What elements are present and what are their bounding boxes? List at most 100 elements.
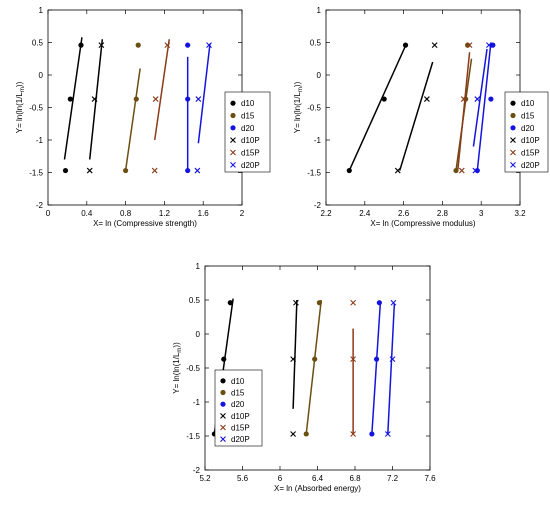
data-point-d20 <box>490 42 496 48</box>
y-axis-label: Y= ln(ln(1/Lm)) <box>293 81 304 133</box>
data-point-d15 <box>312 356 318 362</box>
series-d20P <box>472 42 492 174</box>
legend-item-d10P: d10P <box>230 136 260 145</box>
fit-line-d20 <box>371 303 382 435</box>
chart-absorbed-energy: 5.2 5.6 6 6.4 6.8 7.2 7.6 -2 -1.5 -1 -0.5 0 0.5 1 X= l… <box>172 262 436 493</box>
fit-line-d10P <box>399 61 434 171</box>
legend-item-d15: d15 <box>510 112 535 121</box>
data-point-d20 <box>373 356 380 362</box>
data-point-d10 <box>78 42 84 48</box>
data-point-d10P <box>98 42 105 48</box>
legend-marker-x <box>220 424 226 431</box>
data-point-d15P <box>151 167 158 174</box>
data-point-d10P <box>293 299 299 306</box>
x-tick-label: 1.2 <box>159 209 171 218</box>
plot-frame <box>325 9 521 206</box>
legend-item-d20: d20 <box>510 124 535 133</box>
legend-label: d20 <box>241 124 255 133</box>
legend-marker-dot <box>230 112 236 119</box>
legend-label: d20P <box>241 161 260 170</box>
x-tick-label: 1.6 <box>198 209 210 218</box>
legend-label: d20 <box>521 124 535 133</box>
legend-item-d15: d15 <box>220 389 245 398</box>
series-d10P <box>290 299 299 437</box>
legend-marker-dot <box>510 100 516 106</box>
fit-line-d20P <box>387 303 396 434</box>
y-tick-label: -0.5 <box>186 364 200 373</box>
data-point-d20 <box>185 167 191 174</box>
y-tick-label: 1 <box>196 262 201 271</box>
x-tick-label: 3.2 <box>514 209 526 218</box>
fit-line-d15P <box>153 39 170 141</box>
fit-line-d20P <box>197 43 211 144</box>
y-axis-label: Y= ln(ln(1/Lm)) <box>15 81 26 133</box>
x-tick-label: 0.4 <box>81 209 93 218</box>
series-d10P <box>394 42 438 174</box>
series-d10P <box>86 39 105 174</box>
legend-marker-x <box>220 436 226 443</box>
x-tick-label: 2.8 <box>437 209 449 218</box>
legend-marker-x <box>220 412 226 419</box>
y-tick-label: 0 <box>196 330 201 339</box>
legend-item-d10: d10 <box>230 99 255 108</box>
series-d20 <box>369 300 382 437</box>
y-axis-label-end: )) <box>15 81 24 87</box>
legend-label: d10P <box>521 136 540 145</box>
legend-item-d15P: d15P <box>230 149 260 158</box>
legend-item-d20: d20 <box>230 124 255 133</box>
plot-frame <box>47 9 243 206</box>
y-tick-label: -1 <box>193 398 201 407</box>
y-axis-label-main: Y= ln(ln(1/L <box>293 92 302 134</box>
data-point-d20 <box>185 42 191 48</box>
fit-line-d20P <box>472 48 488 147</box>
legend-label: d15P <box>231 424 250 433</box>
legend-item-d20P: d20P <box>220 435 250 444</box>
y-tick-label: 1 <box>39 6 44 15</box>
legend-label: d10 <box>521 99 535 108</box>
y-tick-label: 0.5 <box>189 296 201 305</box>
data-point-d15P <box>152 96 159 102</box>
data-point-d10P <box>91 96 98 102</box>
legend-item-d20P: d20P <box>230 161 260 170</box>
data-point-d10 <box>227 300 233 306</box>
legend-marker-dot <box>230 125 236 131</box>
x-tick-label: 0.8 <box>120 209 132 218</box>
data-point-d10P <box>290 356 297 363</box>
x-tick-label: 2 <box>240 209 245 218</box>
fit-line-d15 <box>124 68 141 171</box>
y-axis-label-end: )) <box>293 81 302 87</box>
fit-line-d15 <box>305 299 322 435</box>
x-tick-label: 7.6 <box>424 474 436 483</box>
data-point-d20P <box>384 431 391 437</box>
legend-label: d10P <box>241 136 260 145</box>
legend-item-d15P: d15P <box>510 149 540 158</box>
x-tick-label: 6.8 <box>349 474 361 483</box>
data-point-d20P <box>195 96 202 102</box>
legend-label: d10 <box>231 377 245 386</box>
series-d20 <box>474 42 496 174</box>
data-point-d10 <box>67 96 73 102</box>
data-point-d20 <box>185 96 191 102</box>
data-point-d15 <box>133 96 139 102</box>
data-point-d15P <box>350 299 357 306</box>
series-d20 <box>185 42 191 174</box>
data-point-d20P <box>389 356 396 363</box>
y-axis-label-sub: m <box>20 87 26 92</box>
y-axis-label-sub: m <box>177 348 183 353</box>
fit-line-d20 <box>476 42 492 171</box>
y-tick-label: -0.5 <box>307 104 321 113</box>
legend-item-d10P: d10P <box>220 412 250 421</box>
series-d10 <box>62 37 84 174</box>
legend-label: d15 <box>241 112 255 121</box>
x-axis-label: X= ln (Absorbed energy) <box>274 484 361 493</box>
x-tick-label: 3 <box>479 209 484 218</box>
legend-label: d10P <box>231 412 250 421</box>
data-point-d20 <box>376 300 382 306</box>
legend-marker-x <box>230 149 236 156</box>
legend-marker-x <box>510 161 516 168</box>
legend-marker-x <box>510 149 516 156</box>
y-tick-label: 0 <box>317 71 322 80</box>
data-point-d15P <box>466 42 473 48</box>
x-axis-label: X= ln (Compressive strength) <box>93 219 197 228</box>
data-point-d10P <box>423 96 430 102</box>
